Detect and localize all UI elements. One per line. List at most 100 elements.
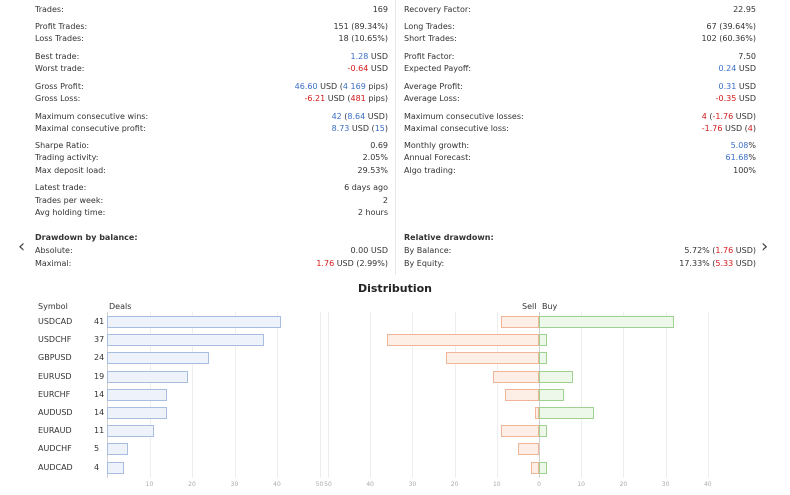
symbol-header: Symbol [38, 302, 68, 311]
deal-count-label: 4 [94, 462, 100, 472]
deals-bar [107, 370, 188, 383]
left-stat-value: 1.28 USD [350, 52, 388, 61]
left-stat-value: 29.53% [357, 166, 388, 175]
left-stat-value: 46.60 USD (4 169 pips) [294, 82, 388, 91]
drawdown-maximal-value: 1.76 USD (2.99%) [316, 259, 388, 268]
left-stat-label: Max deposit load: [35, 166, 106, 175]
deal-count-label: 37 [94, 335, 105, 345]
sellbuy-tick-label: 20 [619, 481, 628, 488]
sellbuy-grid-line [454, 312, 456, 478]
sellbuy-tick-label: 0 [537, 481, 541, 488]
left-stat-label: Avg holding time: [35, 208, 106, 217]
relative-equity-value: 17.33% (5.33 USD) [679, 259, 756, 268]
sell-bar [530, 461, 539, 474]
left-stat-label: Gross Loss: [35, 94, 81, 103]
deals-tick-label: 40 [273, 481, 281, 488]
buy-bar [539, 461, 548, 474]
prev-page-arrow[interactable]: ‹ [18, 236, 26, 257]
deal-count-label: 19 [94, 371, 105, 381]
deal-count-label: 14 [94, 389, 105, 399]
sellbuy-tick-label: 30 [661, 481, 670, 488]
sellbuy-grid-line [707, 312, 709, 478]
sell-bar [387, 334, 539, 347]
deals-header: Deals [109, 302, 132, 311]
symbol-label: EURUSD [38, 371, 72, 381]
left-stat-label: Loss Trades: [35, 34, 84, 43]
sellbuy-grid-line [412, 312, 414, 478]
drawdown-maximal-label: Maximal: [35, 259, 72, 268]
sellbuy-grid-line [581, 312, 583, 478]
next-page-arrow[interactable]: › [761, 236, 769, 257]
deals-bar [107, 334, 265, 347]
sell-bar [501, 316, 539, 328]
deal-count-label: 11 [94, 426, 105, 436]
left-stat-value: 2 [382, 196, 388, 205]
drawdown-absolute-value: 0.00 USD [350, 246, 388, 255]
right-stat-label: Expected Payoff: [404, 64, 472, 73]
deals-bar [107, 407, 167, 419]
right-stat-value: 67 (39.64%) [706, 22, 756, 31]
deals-bar [107, 352, 209, 365]
deals-grid-line [192, 312, 193, 478]
deal-count-label: 24 [94, 353, 105, 363]
right-stat-value: -1.76 USD (4) [701, 124, 756, 133]
symbol-label: EURAUD [38, 426, 72, 436]
sellbuy-tick-label: 20 [450, 481, 459, 488]
right-stat-value: 102 (60.36%) [701, 34, 756, 43]
right-stat-value: 5.08% [730, 141, 756, 150]
sellbuy-grid-line [496, 312, 498, 478]
right-stat-value: 61.68% [725, 153, 756, 162]
buy-header: Buy [542, 302, 558, 311]
sellbuy-tick-label: 30 [408, 481, 417, 488]
buy-bar [539, 388, 565, 401]
symbol-label: EURCHF [38, 389, 71, 399]
left-stat-label: Best trade: [35, 52, 80, 61]
right-stat-label: Short Trades: [404, 34, 457, 43]
drawdown-absolute-label: Absolute: [35, 246, 73, 255]
symbol-label: AUDUSD [38, 408, 73, 417]
right-stat-value: 0.31 USD [718, 82, 756, 91]
left-stat-value: 8.73 USD (15) [331, 124, 388, 133]
symbol-label: GBPUSD [38, 353, 72, 363]
left-stat-value: 6 days ago [344, 183, 388, 192]
deal-count-label: 5 [94, 444, 100, 454]
sell-bar [492, 370, 539, 383]
sell-bar [505, 388, 539, 401]
right-stat-label: Maximal consecutive loss: [404, 124, 509, 133]
right-stat-label: Algo trading: [404, 166, 456, 175]
right-stat-label: Recovery Factor: [404, 5, 471, 14]
left-stat-value: 169 [372, 5, 388, 14]
buy-bar [539, 352, 548, 365]
left-stat-value: 2 hours [357, 208, 388, 217]
deals-grid-line [319, 312, 321, 478]
left-stat-label: Trades: [35, 5, 64, 14]
right-stat-value: 4 (-1.76 USD) [701, 112, 756, 121]
left-stat-label: Profit Trades: [35, 22, 88, 31]
deals-bar [107, 425, 154, 438]
left-stat-label: Trades per week: [35, 196, 104, 205]
sell-bar [534, 407, 539, 419]
deals-grid-line [277, 312, 278, 478]
left-stat-label: Trading activity: [35, 153, 99, 162]
sellbuy-tick-label: 10 [577, 481, 586, 488]
right-stat-value: 100% [733, 166, 756, 175]
left-stat-label: Gross Profit: [35, 82, 84, 91]
deals-bar [107, 443, 129, 456]
sellbuy-tick-label: 40 [703, 481, 712, 488]
relative-balance-value: 5.72% (1.76 USD) [684, 246, 756, 255]
right-stat-label: Profit Factor: [404, 52, 455, 61]
buy-bar [539, 370, 573, 383]
symbol-label: USDCHF [38, 335, 72, 345]
deals-tick-label: 30 [230, 481, 239, 488]
left-stat-value: -0.64 USD [347, 64, 388, 73]
drawdown-balance-title: Drawdown by balance: [35, 233, 138, 242]
left-stat-value: 151 (89.34%) [333, 22, 388, 31]
buy-bar [539, 425, 548, 438]
right-stat-value: 7.50 [738, 52, 756, 61]
relative-equity-label: By Equity: [404, 259, 445, 268]
right-stat-value: -0.35 USD [715, 94, 756, 103]
buy-bar [539, 316, 675, 328]
symbol-label: AUDCAD [38, 462, 73, 472]
left-stat-value: 18 (10.65%) [338, 34, 388, 43]
deals-bar [107, 461, 124, 474]
